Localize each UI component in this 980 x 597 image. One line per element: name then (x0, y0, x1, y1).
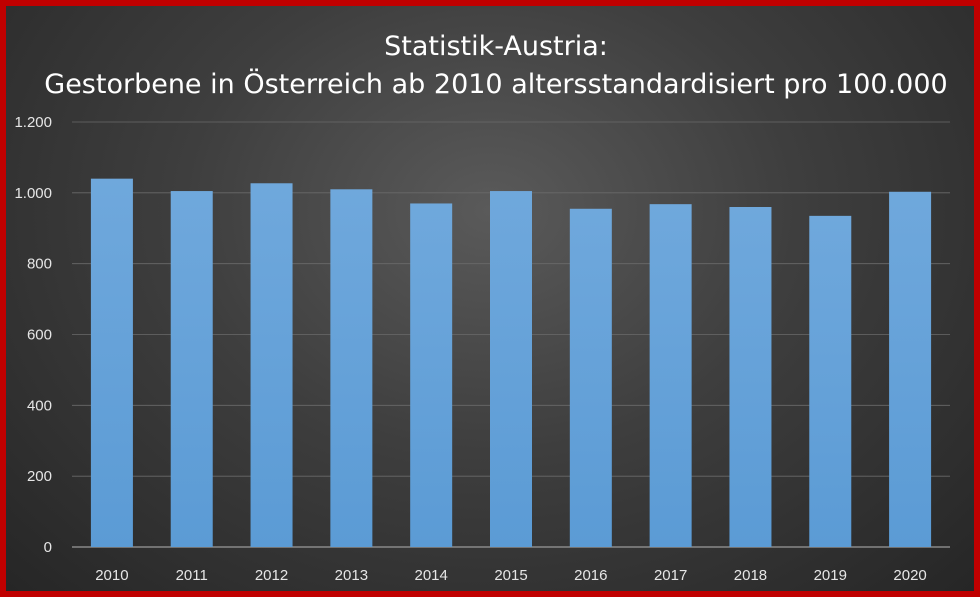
bar-2019 (809, 215, 852, 547)
x-tick-label: 2012 (255, 567, 288, 584)
x-tick-label: 2014 (414, 567, 447, 584)
x-tick-label: 2016 (574, 567, 607, 584)
x-tick-label: 2019 (814, 567, 847, 584)
y-tick-label: 400 (27, 397, 52, 414)
x-tick-label: 2018 (734, 567, 767, 584)
x-tick-label: 2017 (654, 567, 687, 584)
bar-2011 (170, 191, 213, 547)
bar-2015 (490, 191, 532, 547)
bar-2012 (250, 183, 293, 548)
bar-2017 (649, 204, 692, 547)
bar-2020 (889, 191, 932, 548)
bar-2013 (330, 189, 373, 547)
chart-title-line1: Statistik-Austria: (384, 31, 608, 62)
y-tick-label: 200 (27, 468, 52, 485)
y-tick-label: 1.200 (14, 114, 52, 131)
x-tick-label: 2015 (494, 567, 527, 584)
y-tick-label: 600 (27, 327, 52, 344)
bar-2018 (729, 207, 772, 547)
x-tick-label: 2010 (95, 567, 128, 584)
y-tick-label: 1.000 (14, 185, 52, 202)
bar-2014 (410, 203, 453, 548)
chart-title: Statistik-Austria: Gestorbene in Österre… (6, 28, 980, 104)
y-tick-label: 0 (44, 539, 52, 556)
bar-2010 (90, 178, 133, 547)
x-tick-label: 2013 (335, 567, 368, 584)
x-tick-label: 2020 (893, 567, 926, 584)
bar-2016 (569, 208, 612, 548)
chart-title-line2: Gestorbene in Österreich ab 2010 alterss… (44, 69, 948, 100)
x-tick-label: 2011 (176, 567, 208, 584)
y-tick-label: 800 (27, 256, 52, 273)
